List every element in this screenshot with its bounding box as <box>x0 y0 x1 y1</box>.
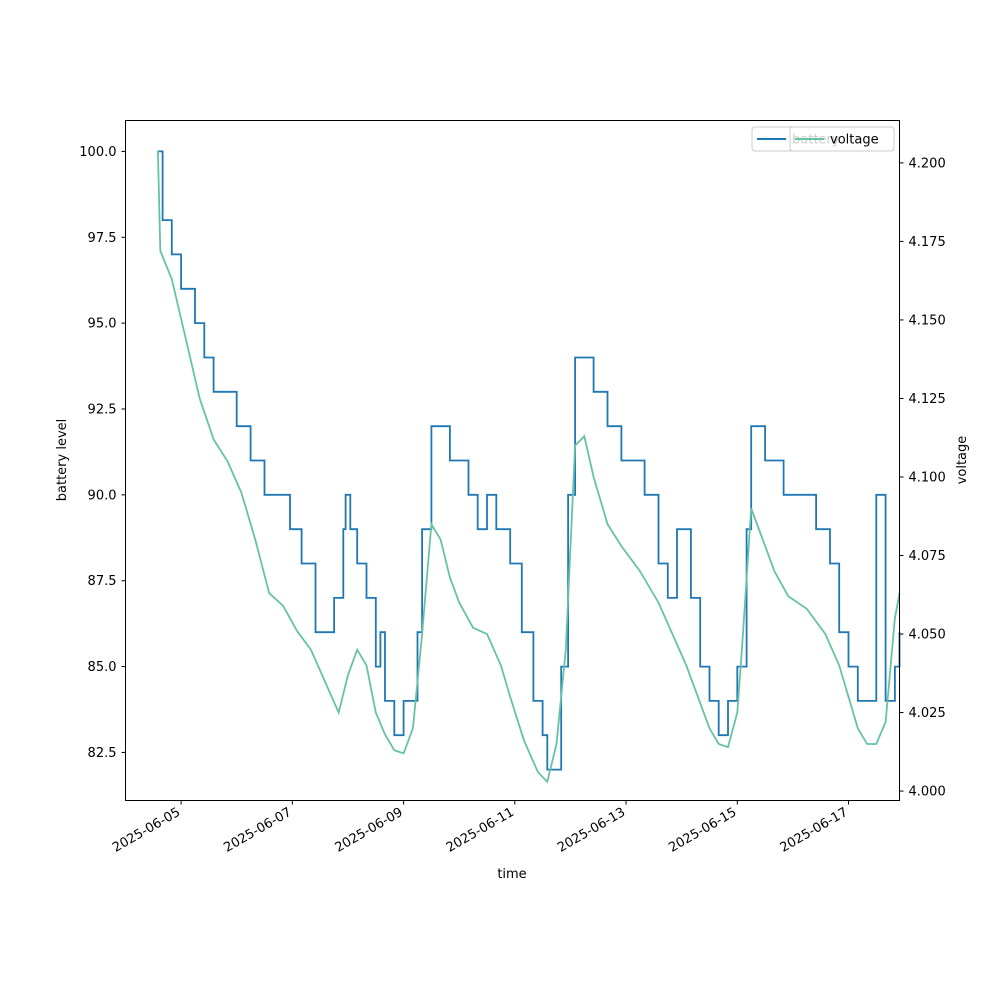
plot-frame <box>125 120 900 801</box>
right-y-axis-label: voltage <box>955 436 970 485</box>
right-y-tick-label: 4.200 <box>909 156 946 171</box>
legends: batteryvoltage <box>751 126 895 152</box>
x-tick-label: 2025-06-07 <box>221 805 294 856</box>
legend-voltage: voltage <box>789 126 895 152</box>
x-tick-label: 2025-06-17 <box>778 805 851 856</box>
x-tick-label: 2025-06-09 <box>333 805 406 856</box>
right-y-tick-label: 4.000 <box>909 785 946 800</box>
left-y-tick-label: 97.5 <box>88 231 117 246</box>
left-y-tick-label: 92.5 <box>88 402 117 417</box>
x-axis-ticks: 2025-06-05 2025-06-07 2025-06-09 2025-06-11… <box>110 800 851 856</box>
right-y-tick-label: 4.175 <box>909 235 946 250</box>
left-y-tick-label: 85.0 <box>88 660 117 675</box>
left-y-tick-label: 95.0 <box>88 317 117 332</box>
x-tick-label: 2025-06-13 <box>555 805 628 856</box>
left-y-tick-label: 90.0 <box>88 488 117 503</box>
left-y-axis-ticks: 82.5 85.0 87.5 90.0 92.5 95.0 97.5 100.0 <box>79 145 126 761</box>
left-y-axis-label: battery level <box>55 419 70 502</box>
right-y-tick-label: 4.125 <box>909 392 946 407</box>
left-y-tick-label: 87.5 <box>88 574 117 589</box>
legend-box <box>789 126 895 152</box>
series-line-battery <box>157 150 901 771</box>
legend-label: voltage <box>830 133 879 148</box>
plot-lines <box>157 150 901 784</box>
right-y-tick-label: 4.150 <box>909 313 946 328</box>
x-tick-label: 2025-06-11 <box>444 805 517 856</box>
right-y-tick-label: 4.100 <box>909 470 946 485</box>
left-y-tick-label: 100.0 <box>79 145 116 160</box>
x-tick-label: 2025-06-15 <box>666 805 739 856</box>
right-y-tick-label: 4.025 <box>909 706 946 721</box>
right-y-tick-label: 4.075 <box>909 549 946 564</box>
left-y-tick-label: 82.5 <box>88 746 117 761</box>
x-tick-label: 2025-06-05 <box>110 805 183 856</box>
right-y-axis-ticks: 4.000 4.025 4.050 4.075 4.100 4.125 4.150 4.175… <box>899 156 946 800</box>
series-line-voltage <box>157 150 901 784</box>
x-axis-label: time <box>497 867 526 882</box>
right-y-tick-label: 4.050 <box>909 628 946 643</box>
